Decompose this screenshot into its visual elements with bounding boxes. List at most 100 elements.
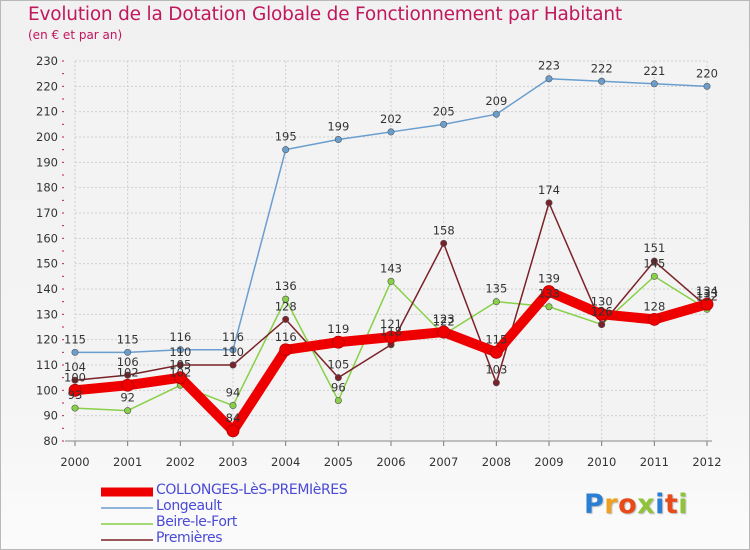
- data-label: 223: [538, 59, 560, 73]
- data-label: 139: [538, 272, 560, 286]
- chart-title: Evolution de la Dotation Globale de Fonc…: [28, 4, 622, 25]
- y-tick-label: 210: [36, 105, 58, 119]
- data-label: 202: [380, 112, 402, 126]
- data-point: [542, 285, 556, 298]
- data-point: [124, 371, 132, 379]
- data-label: 209: [485, 94, 507, 108]
- data-point: [334, 136, 342, 144]
- data-label: 222: [591, 61, 613, 75]
- data-label: 105: [169, 358, 191, 372]
- data-point: [71, 376, 79, 384]
- data-label: 220: [696, 66, 718, 80]
- data-label: 135: [485, 282, 507, 296]
- data-point: [176, 361, 184, 369]
- data-point: [650, 80, 658, 88]
- data-point: [595, 307, 609, 321]
- data-point: [68, 383, 82, 397]
- data-label: 116: [169, 330, 191, 344]
- data-label: 205: [433, 104, 455, 118]
- data-point: [545, 75, 553, 83]
- data-label: 94: [226, 386, 241, 400]
- data-label: 143: [380, 261, 402, 275]
- data-label: 119: [327, 322, 349, 336]
- x-tick-label: 2004: [271, 455, 300, 469]
- data-label: 126: [591, 304, 613, 318]
- data-point: [700, 297, 714, 311]
- logo-letter: x: [637, 489, 656, 520]
- data-label: 116: [275, 330, 297, 344]
- y-tick-label: 130: [36, 307, 58, 321]
- x-tick-label: 2011: [640, 455, 669, 469]
- data-label: 93: [68, 388, 83, 402]
- data-point: [226, 424, 240, 438]
- x-tick-label: 2012: [692, 455, 721, 469]
- data-point: [384, 330, 398, 344]
- data-label: 115: [117, 332, 139, 346]
- data-point: [229, 361, 237, 369]
- data-point: [282, 146, 290, 154]
- logo-letter: r: [604, 489, 619, 520]
- legend-swatch-premieres: [101, 539, 153, 541]
- data-label: 151: [643, 241, 665, 255]
- x-tick-label: 2006: [376, 455, 405, 469]
- data-label: 116: [222, 330, 244, 344]
- x-tick-label: 2003: [218, 455, 247, 469]
- data-label: 221: [643, 64, 665, 78]
- data-point: [334, 396, 342, 404]
- data-point: [331, 335, 345, 349]
- data-label: 134: [696, 284, 718, 298]
- data-label: 133: [696, 287, 718, 301]
- y-tick-label: 190: [36, 155, 58, 169]
- data-point: [334, 374, 342, 382]
- data-label: 110: [222, 345, 244, 359]
- data-label: 84: [226, 411, 241, 425]
- y-tick-label: 150: [36, 257, 58, 271]
- data-point: [545, 199, 553, 207]
- data-label: 110: [169, 345, 191, 359]
- logo-letter: i: [655, 489, 665, 520]
- x-tick-label: 2001: [113, 455, 142, 469]
- y-tick-label: 230: [36, 54, 58, 68]
- data-point: [387, 277, 395, 285]
- data-point: [173, 371, 187, 385]
- data-point: [279, 343, 293, 357]
- data-point: [440, 120, 448, 128]
- axes: 8090100110120130140150160170180190200210…: [36, 54, 722, 469]
- data-label: 103: [485, 363, 507, 377]
- data-point: [176, 346, 184, 354]
- data-point: [71, 348, 79, 356]
- y-tick-label: 80: [43, 434, 58, 448]
- data-point: [703, 82, 711, 90]
- data-point: [489, 345, 503, 359]
- data-label: 104: [64, 360, 86, 374]
- data-label: 195: [275, 130, 297, 144]
- series: [68, 75, 714, 438]
- data-label: 199: [327, 120, 349, 134]
- legend-label-collonges: COLLONGES-LèS-PREMIèRES: [156, 482, 348, 498]
- data-label: 115: [64, 332, 86, 346]
- data-point: [437, 325, 451, 339]
- data-point: [282, 315, 290, 323]
- legend-label-longeault: Longeault: [156, 498, 222, 514]
- data-point: [492, 298, 500, 306]
- data-point: [647, 312, 661, 326]
- logo-letter: o: [618, 489, 638, 520]
- data-label: 118: [380, 325, 402, 339]
- data-point: [282, 295, 290, 303]
- data-label: 123: [433, 312, 455, 326]
- y-tick-label: 100: [36, 383, 58, 397]
- y-tick-label: 200: [36, 130, 58, 144]
- data-label: 136: [275, 279, 297, 293]
- data-label: 92: [120, 391, 135, 405]
- data-point: [121, 378, 135, 392]
- data-label: 132: [696, 289, 718, 303]
- legend-label-premieres: Premières: [156, 530, 223, 546]
- data-point: [124, 348, 132, 356]
- legend-label-beire-le-fort: Beire-le-Fort: [156, 514, 237, 530]
- x-tick-label: 2010: [587, 455, 616, 469]
- data-point: [440, 239, 448, 247]
- y-tick-label: 120: [36, 333, 58, 347]
- data-label: 100: [64, 370, 86, 384]
